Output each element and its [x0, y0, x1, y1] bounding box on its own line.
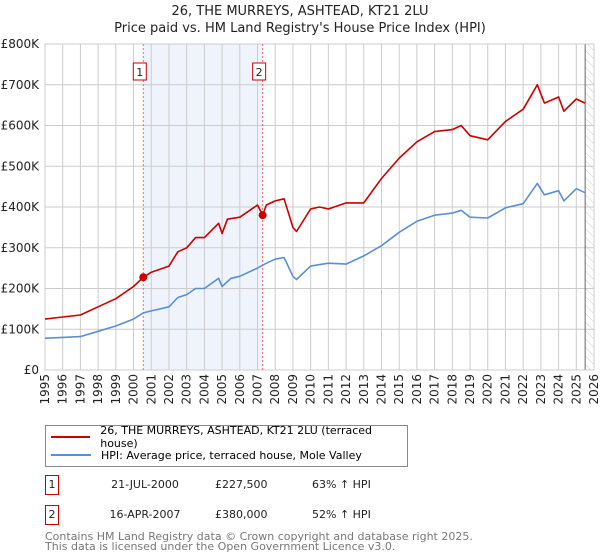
x-tick-label: 2009: [286, 374, 300, 405]
y-tick-label: £0: [24, 363, 39, 377]
x-tick-label: 2006: [233, 374, 247, 405]
x-tick-label: 2000: [127, 374, 141, 405]
x-tick-label: 2018: [445, 374, 459, 405]
transaction-price: £227,500: [215, 478, 268, 491]
legend-label-property: 26, THE MURREYS, ASHTEAD, KT21 2LU (terr…: [100, 424, 373, 450]
transaction-row: 1 21-JUL-2000 £227,500 63% ↑ HPI: [45, 475, 445, 495]
x-tick-label: 2008: [268, 374, 282, 405]
x-tick-label: 2007: [251, 374, 265, 405]
sale-badge-label: 2: [256, 66, 263, 79]
sale-point: [258, 211, 267, 220]
x-tick-label: 2005: [215, 374, 229, 405]
legend-item-hpi: HPI: Average price, terraced house, Mole…: [51, 447, 362, 463]
transaction-price: £380,000: [215, 508, 268, 521]
x-tick-label: 1996: [56, 374, 70, 405]
y-tick-label: £400K: [1, 200, 41, 214]
x-tick-label: 1995: [38, 374, 52, 405]
chart-title: 26, THE MURREYS, ASHTEAD, KT21 2LU: [171, 4, 429, 19]
legend: 26, THE MURREYS, ASHTEAD, KT21 2LU (terr…: [45, 424, 408, 467]
y-tick-label: £200K: [1, 282, 41, 296]
y-tick-label: £700K: [1, 78, 41, 92]
legend-swatch-hpi: [51, 454, 91, 456]
price-chart: £0 £100K £200K £300K £400K £500K £600K £700K £80…: [1, 37, 600, 405]
plot-border: [44, 43, 595, 371]
y-tick-label: £500K: [1, 159, 41, 173]
x-tick-label: 2017: [428, 374, 442, 405]
legend-label-hpi: HPI: Average price, terraced house, Mole…: [101, 448, 362, 462]
y-tick-label: £100K: [1, 322, 41, 336]
transaction-badge: 1: [45, 475, 59, 495]
sale-badge-label: 1: [136, 66, 143, 79]
x-tick-label: 2011: [321, 374, 335, 405]
x-tick-label: 1998: [91, 374, 105, 405]
x-tick-label: 2015: [392, 374, 406, 405]
transaction-hpi: 63% ↑ HPI: [312, 478, 371, 491]
footer-licence: This data is licensed under the Open Gov…: [45, 540, 396, 553]
y-tick-label: £800K: [1, 37, 41, 51]
series-line: [44, 84, 586, 320]
y-tick-label: £300K: [1, 241, 41, 255]
x-tick-label: 2004: [197, 374, 211, 405]
x-tick-label: 2021: [498, 374, 512, 405]
x-tick-label: 2002: [162, 374, 176, 405]
x-tick-label: 2016: [410, 374, 424, 405]
x-tick-label: 2019: [463, 374, 477, 405]
x-tick-label: 2022: [516, 374, 530, 405]
x-tick-label: 2010: [304, 374, 318, 405]
x-tick-label: 2024: [552, 374, 566, 405]
sale-badge: [132, 62, 147, 81]
series-line: [44, 182, 586, 339]
x-tick-label: 2003: [180, 374, 194, 405]
x-tick-label: 2012: [339, 374, 353, 405]
legend-swatch-property: [51, 436, 91, 438]
footer-copyright: Contains HM Land Registry data © Crown c…: [45, 530, 473, 543]
y-tick-label: £600K: [1, 119, 41, 133]
x-tick-label: 2014: [374, 374, 388, 405]
x-tick-label: 2001: [144, 374, 158, 405]
x-tick-label: 2023: [534, 374, 548, 405]
transaction-date: 16-APR-2007: [109, 508, 181, 521]
legend-item-property: 26, THE MURREYS, ASHTEAD, KT21 2LU (terr…: [51, 424, 407, 450]
x-tick-label: 2013: [357, 374, 371, 405]
transaction-badge: 2: [45, 505, 59, 525]
transaction-date: 21-JUL-2000: [111, 478, 179, 491]
sale-point: [139, 273, 148, 282]
x-tick-label: 2026: [587, 374, 600, 405]
transaction-hpi: 52% ↑ HPI: [312, 508, 371, 521]
x-tick-label: 1997: [73, 374, 87, 405]
transaction-row: 2 16-APR-2007 £380,000 52% ↑ HPI: [45, 505, 445, 525]
chart-subtitle: Price paid vs. HM Land Registry's House …: [114, 21, 486, 36]
x-tick-label: 2025: [569, 374, 583, 405]
x-tick-label: 1999: [109, 374, 123, 405]
sale-badge: [252, 62, 267, 81]
x-tick-label: 2020: [481, 374, 495, 405]
